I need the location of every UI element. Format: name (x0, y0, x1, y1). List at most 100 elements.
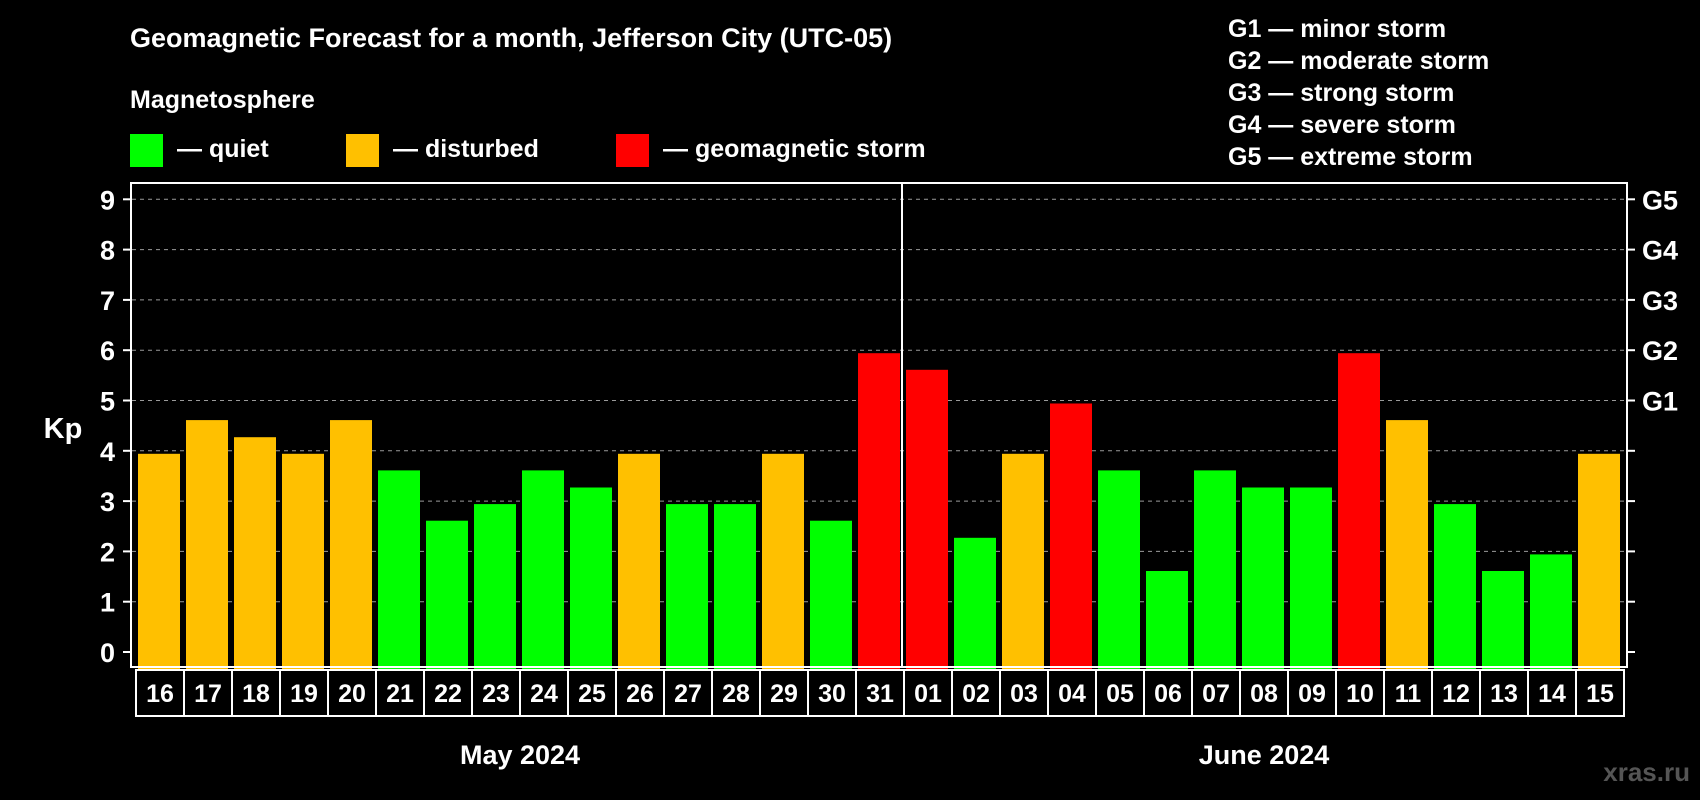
bar-05 (1098, 470, 1140, 669)
storm-level-label: G2 (1642, 336, 1678, 366)
legend-label-disturbed: — disturbed (393, 135, 539, 163)
day-label: 26 (626, 680, 654, 708)
storm-scale-item: G1 — minor storm (1228, 15, 1446, 43)
day-row-frame (135, 669, 1625, 717)
bar-26 (618, 453, 660, 669)
plot-frame (130, 182, 1628, 668)
day-label: 02 (962, 680, 990, 708)
bar-04 (1050, 403, 1092, 669)
day-label: 06 (1154, 680, 1182, 708)
day-label: 04 (1058, 680, 1086, 708)
day-label: 18 (242, 680, 270, 708)
legend-swatch-storm (616, 134, 649, 167)
bar-11 (1386, 420, 1428, 669)
month-label: June 2024 (1199, 740, 1330, 770)
bar-15 (1578, 453, 1620, 669)
storm-scale-legend: G1 — minor storm G2 — moderate storm G3 — … (1228, 15, 1489, 171)
bar-23 (474, 504, 516, 669)
bars (138, 353, 1620, 669)
day-label: 19 (290, 680, 318, 708)
bar-25 (570, 487, 612, 669)
storm-axis: G1 G2 G3 G4 G5 (1626, 185, 1678, 653)
day-label: 27 (674, 680, 702, 708)
x-axis: 16 17 18 19 20 21 22 23 24 25 26 27 28 29 30 31 01 02 03 04… (135, 669, 1625, 717)
y-tick-label: 4 (100, 437, 115, 467)
day-label: 20 (338, 680, 366, 708)
bar-27 (666, 504, 708, 669)
bar-01 (906, 369, 948, 669)
month-labels: May 2024 June 2024 (460, 740, 1329, 770)
day-label: 16 (146, 680, 174, 708)
day-label: 23 (482, 680, 510, 708)
bar-31 (858, 353, 900, 669)
day-label: 30 (818, 680, 846, 708)
day-label: 12 (1442, 680, 1470, 708)
bar-02 (954, 537, 996, 669)
day-label: 15 (1586, 680, 1614, 708)
bar-17 (186, 420, 228, 669)
day-label: 31 (866, 680, 894, 708)
storm-level-label: G1 (1642, 387, 1678, 417)
bar-24 (522, 470, 564, 669)
day-label: 05 (1106, 680, 1134, 708)
y-tick-label: 2 (100, 537, 115, 567)
day-label: 08 (1250, 680, 1278, 708)
watermark: xras.ru (1603, 757, 1690, 787)
y-tick-label: 6 (100, 336, 115, 366)
bar-18 (234, 437, 276, 669)
day-label: 24 (530, 680, 558, 708)
bar-29 (762, 453, 804, 669)
bar-06 (1146, 570, 1188, 669)
bar-21 (378, 470, 420, 669)
storm-level-label: G4 (1642, 236, 1678, 266)
storm-scale-item: G5 — extreme storm (1228, 143, 1473, 171)
legend-swatch-disturbed (346, 134, 379, 167)
bar-12 (1434, 504, 1476, 669)
day-label: 01 (914, 680, 942, 708)
day-label: 22 (434, 680, 462, 708)
bar-08 (1242, 487, 1284, 669)
day-label: 21 (386, 680, 414, 708)
day-label: 07 (1202, 680, 1230, 708)
legend-label-quiet: — quiet (177, 135, 269, 163)
day-label: 09 (1298, 680, 1326, 708)
storm-scale-item: G2 — moderate storm (1228, 47, 1489, 75)
y-tick-label: 9 (100, 185, 115, 215)
y-tick-label: 8 (100, 236, 115, 266)
day-label: 10 (1346, 680, 1374, 708)
bar-14 (1530, 554, 1572, 669)
day-label: 28 (722, 680, 750, 708)
bar-10 (1338, 353, 1380, 669)
legend-swatch-quiet (130, 134, 163, 167)
storm-scale-item: G4 — severe storm (1228, 111, 1456, 139)
bar-03 (1002, 453, 1044, 669)
y-tick-label: 1 (100, 588, 115, 618)
y-tick-label: 7 (100, 286, 115, 316)
day-label: 13 (1490, 680, 1518, 708)
bar-20 (330, 420, 372, 669)
storm-scale-item: G3 — strong storm (1228, 79, 1454, 107)
legend-label-storm: — geomagnetic storm (663, 135, 926, 163)
y-axis: 0 1 2 3 4 5 6 7 8 9 (100, 185, 132, 668)
y-tick-label: 3 (100, 487, 115, 517)
y-tick-label: 5 (100, 387, 115, 417)
chart-title: Geomagnetic Forecast for a month, Jeffer… (130, 23, 892, 53)
day-label: 17 (194, 680, 222, 708)
legend: — quiet — disturbed — geomagnetic storm (130, 134, 926, 167)
bar-19 (282, 453, 324, 669)
y-tick-label: 0 (100, 638, 115, 668)
day-label: 11 (1395, 680, 1422, 708)
legend-title: Magnetosphere (130, 86, 315, 114)
storm-level-label: G3 (1642, 286, 1678, 316)
y-axis-label: Kp (44, 413, 83, 445)
bar-07 (1194, 470, 1236, 669)
bar-13 (1482, 570, 1524, 669)
day-label: 25 (578, 680, 606, 708)
bar-30 (810, 520, 852, 669)
bar-09 (1290, 487, 1332, 669)
storm-level-label: G5 (1642, 185, 1678, 215)
bar-22 (426, 520, 468, 669)
month-label: May 2024 (460, 740, 580, 770)
day-label: 29 (770, 680, 798, 708)
